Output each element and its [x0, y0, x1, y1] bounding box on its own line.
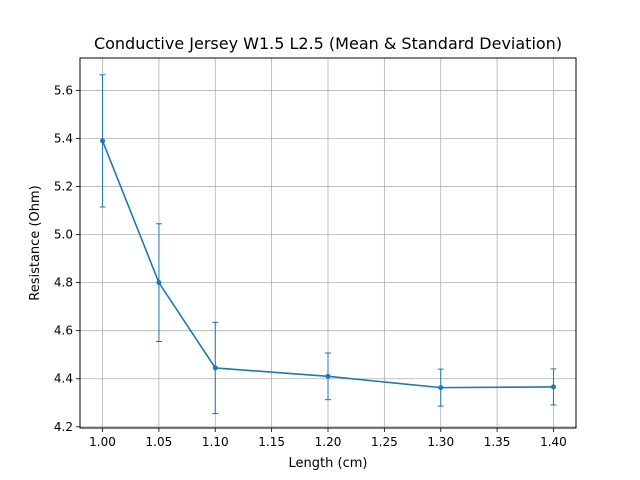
y-tick-label: 5.2: [54, 180, 73, 194]
data-point: [212, 365, 218, 371]
data-point: [550, 384, 556, 390]
y-tick-label: 5.4: [54, 131, 73, 145]
x-tick-label: 1.15: [258, 435, 285, 449]
y-axis-ticks: 4.2 4.4 4.6 4.8 5.0 5.2 5.4 5.6: [54, 83, 80, 434]
x-tick-label: 1.30: [427, 435, 454, 449]
y-tick-label: 4.6: [54, 324, 73, 338]
x-axis-ticks: 1.00 1.05 1.10 1.15 1.20 1.25 1.30 1.35 1.40: [89, 428, 567, 449]
series-layer: [99, 74, 557, 415]
x-axis-label: Length (cm): [289, 456, 368, 471]
x-tick-label: 1.40: [540, 435, 567, 449]
y-tick-label: 5.0: [54, 228, 73, 242]
data-point: [438, 385, 444, 391]
series-line: [101, 140, 554, 389]
x-tick-label: 1.35: [484, 435, 511, 449]
y-tick-label: 4.2: [54, 420, 73, 434]
data-point: [325, 373, 331, 379]
data-point: [100, 138, 106, 144]
x-tick-label: 1.00: [89, 435, 116, 449]
x-tick-label: 1.10: [202, 435, 229, 449]
x-tick-label: 1.25: [371, 435, 398, 449]
y-tick-label: 4.8: [54, 276, 73, 290]
grid-lines: [80, 58, 576, 428]
x-tick-label: 1.20: [315, 435, 342, 449]
y-tick-label: 5.6: [54, 83, 73, 97]
y-tick-label: 4.4: [54, 372, 73, 386]
y-axis-label: Resistance (Ohm): [28, 185, 43, 300]
x-tick-label: 1.05: [146, 435, 173, 449]
chart-title: Conductive Jersey W1.5 L2.5 (Mean & Stan…: [94, 34, 562, 53]
data-point: [156, 280, 162, 286]
